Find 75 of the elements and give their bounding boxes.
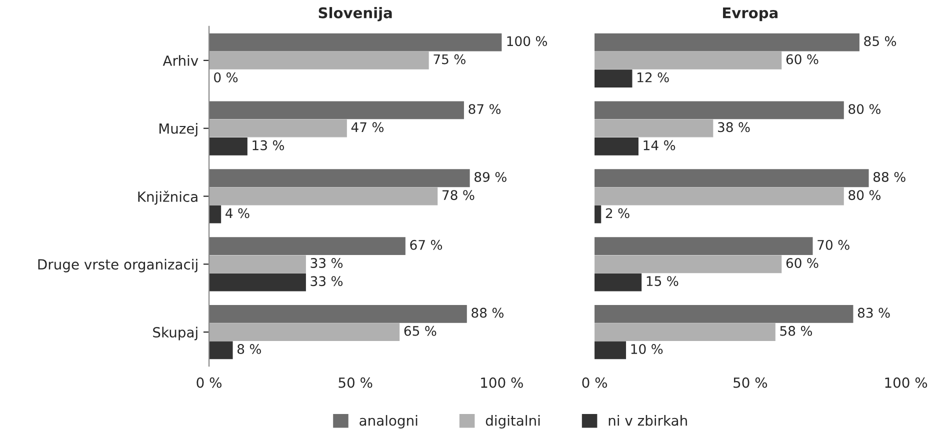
data-label: 88 % (472, 308, 504, 318)
bar (594, 323, 776, 342)
data-label: 33 % (310, 258, 343, 268)
data-label: 60 % (786, 258, 818, 268)
bar (209, 137, 248, 156)
bar (594, 305, 854, 323)
chart-title: Slovenija (318, 7, 392, 22)
x-tick-label: 50 % (338, 377, 372, 388)
y-tick-label: Knjižnica (138, 190, 198, 205)
x-tick-label: 0 % (582, 377, 608, 388)
bar (594, 119, 714, 138)
bar (209, 51, 429, 70)
data-label: 80 % (848, 104, 880, 114)
bar (594, 341, 626, 360)
data-label: 67 % (410, 240, 442, 250)
data-label: 60 % (786, 54, 818, 64)
bar (594, 205, 602, 224)
data-label: 0 % (214, 72, 238, 82)
data-label: 33 % (310, 276, 343, 286)
data-label: 70 % (818, 240, 850, 250)
y-tick-label: Druge vrste organizacij (38, 258, 198, 272)
data-label: 10 % (631, 344, 663, 354)
data-label: 15 % (646, 276, 678, 286)
bar (209, 237, 406, 255)
bar (594, 101, 844, 120)
data-label: 13 % (252, 140, 284, 150)
legend-label: digitalni (486, 415, 540, 428)
data-label: 12 % (638, 72, 669, 82)
data-label: 4 % (226, 208, 250, 218)
data-label: 47 % (351, 122, 384, 132)
bar (209, 341, 233, 360)
y-tick-label: Skupaj (153, 326, 198, 340)
data-label: 78 % (442, 190, 474, 200)
data-label: 83 % (858, 308, 890, 318)
bar (594, 273, 642, 292)
data-label: 75 % (434, 54, 466, 64)
data-label: 2 % (606, 208, 630, 218)
bar (594, 187, 844, 206)
chart-title: Evropa (723, 7, 778, 22)
bar (209, 169, 470, 188)
data-label: 65 % (404, 326, 436, 336)
legend-label: analogni (360, 415, 418, 428)
bar (209, 101, 464, 120)
bar (594, 70, 632, 88)
bar (209, 255, 306, 274)
bar (209, 305, 467, 323)
x-tick-label: 0 % (196, 377, 222, 388)
data-label: 88 % (873, 172, 906, 182)
bar (594, 33, 860, 52)
data-label: 38 % (718, 122, 750, 132)
bar (209, 205, 222, 224)
data-label: 14 % (644, 140, 676, 150)
bar (209, 323, 400, 342)
y-tick-label: Arhiv (162, 55, 198, 66)
bar (209, 187, 438, 206)
bar (209, 33, 502, 52)
bar (594, 137, 638, 156)
data-label: 89 % (474, 172, 506, 182)
bar (594, 255, 782, 274)
bar (594, 51, 782, 70)
data-label: 80 % (848, 190, 880, 200)
bar (594, 169, 869, 188)
y-tick-label: Muzej (159, 123, 198, 136)
data-label: 58 % (780, 326, 812, 336)
legend-label: ni v zbirkah (608, 415, 687, 426)
data-label: 100 % (507, 36, 548, 46)
bar (594, 237, 813, 255)
data-label: 8 % (237, 344, 261, 354)
x-tick-label: 100 % (481, 377, 523, 388)
bar (209, 273, 306, 292)
x-tick-label: 50 % (734, 377, 768, 388)
bar (209, 119, 347, 138)
data-label: 85 % (864, 36, 896, 46)
x-tick-label: 100 % (885, 377, 928, 388)
data-label: 87 % (468, 104, 501, 114)
